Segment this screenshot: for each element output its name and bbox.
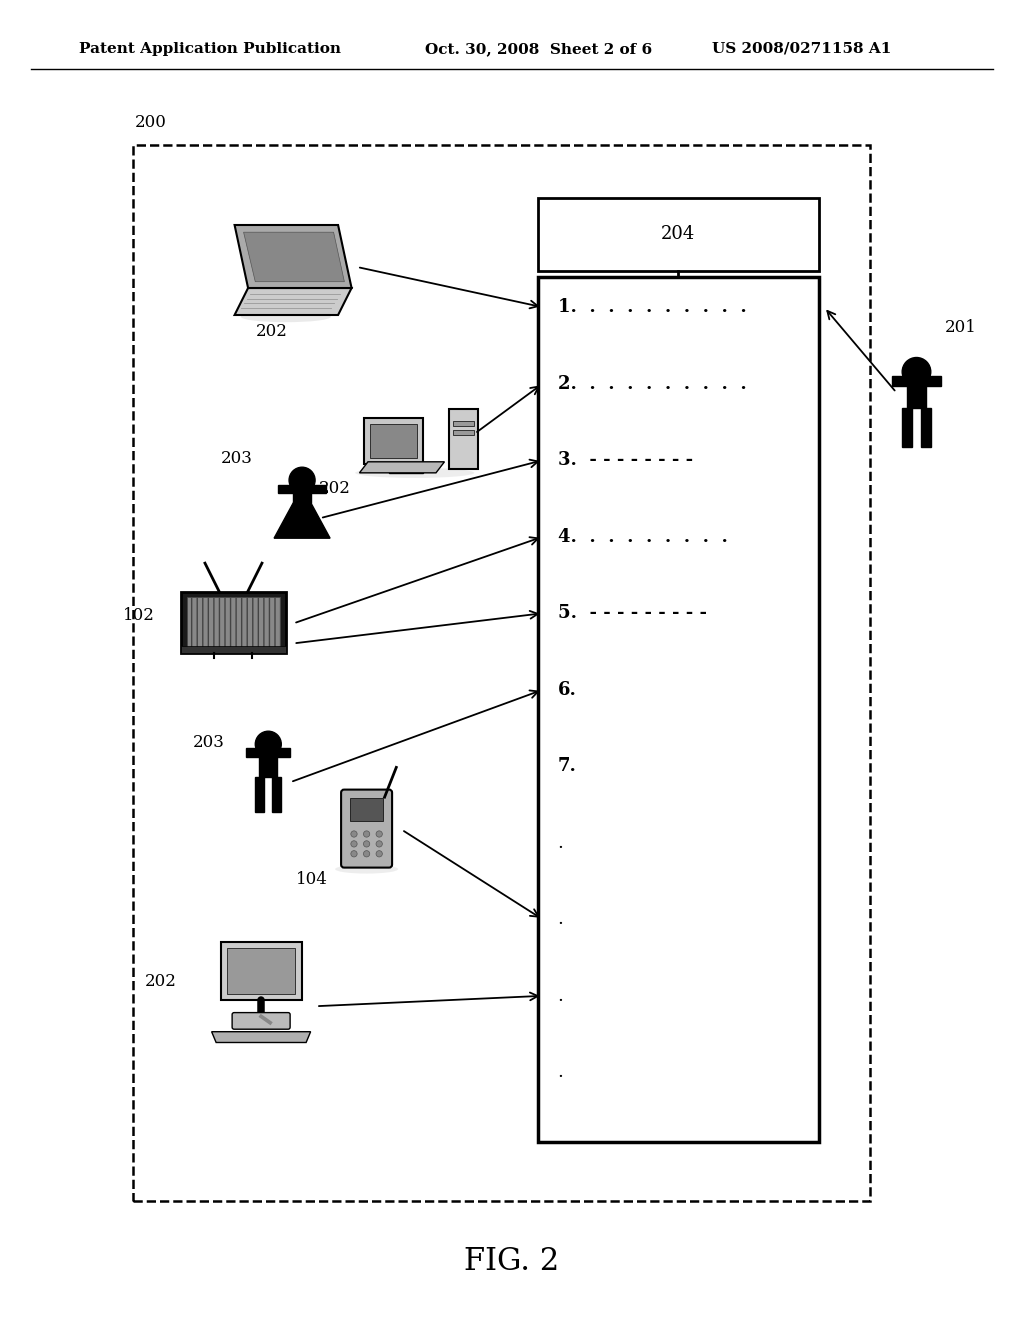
Text: 203: 203 bbox=[221, 450, 253, 467]
Circle shape bbox=[351, 830, 357, 837]
Circle shape bbox=[364, 850, 370, 857]
Text: 102: 102 bbox=[123, 607, 155, 624]
Bar bbox=[133, 145, 870, 1201]
Bar bbox=[181, 645, 286, 653]
FancyBboxPatch shape bbox=[232, 1012, 290, 1030]
Circle shape bbox=[376, 841, 382, 847]
Text: FIG. 2: FIG. 2 bbox=[464, 1246, 560, 1278]
Polygon shape bbox=[244, 232, 344, 281]
Bar bbox=[279, 486, 326, 494]
Bar bbox=[255, 777, 264, 812]
Bar bbox=[892, 376, 941, 385]
Bar bbox=[220, 941, 302, 1001]
Text: 202: 202 bbox=[318, 480, 350, 498]
Polygon shape bbox=[234, 288, 351, 315]
Text: 104: 104 bbox=[296, 871, 328, 888]
Bar bbox=[921, 408, 931, 446]
Bar bbox=[389, 465, 423, 473]
Bar bbox=[187, 598, 280, 648]
Circle shape bbox=[289, 467, 315, 494]
Text: 203: 203 bbox=[193, 734, 224, 751]
Circle shape bbox=[376, 830, 382, 837]
Text: .: . bbox=[558, 1064, 563, 1081]
Ellipse shape bbox=[355, 467, 474, 478]
Bar bbox=[538, 198, 819, 271]
Bar bbox=[293, 480, 311, 503]
Circle shape bbox=[364, 841, 370, 847]
Text: 3.  - - - - - - - -: 3. - - - - - - - - bbox=[558, 451, 692, 469]
Polygon shape bbox=[359, 462, 444, 473]
Text: 1.  .  .  .  .  .  .  .  .  .: 1. . . . . . . . . . bbox=[558, 298, 746, 317]
Text: 202: 202 bbox=[145, 973, 177, 990]
Bar bbox=[227, 948, 295, 994]
Bar bbox=[364, 417, 423, 465]
Text: .: . bbox=[558, 834, 563, 851]
Text: 204: 204 bbox=[662, 226, 695, 243]
Bar bbox=[259, 744, 278, 777]
FancyBboxPatch shape bbox=[341, 789, 392, 867]
Text: 7.: 7. bbox=[558, 758, 577, 775]
Bar bbox=[272, 777, 282, 812]
Polygon shape bbox=[212, 1032, 310, 1043]
Circle shape bbox=[376, 850, 382, 857]
Text: 6.: 6. bbox=[558, 681, 577, 698]
Text: 201: 201 bbox=[944, 319, 976, 337]
Ellipse shape bbox=[241, 312, 331, 322]
Bar bbox=[906, 372, 927, 408]
Ellipse shape bbox=[335, 865, 398, 874]
Text: 5.  - - - - - - - - -: 5. - - - - - - - - - bbox=[558, 605, 707, 622]
Text: Oct. 30, 2008  Sheet 2 of 6: Oct. 30, 2008 Sheet 2 of 6 bbox=[425, 42, 652, 55]
Bar bbox=[449, 409, 478, 469]
Circle shape bbox=[351, 850, 357, 857]
Bar bbox=[453, 421, 474, 426]
Bar bbox=[902, 408, 912, 446]
Bar bbox=[181, 591, 286, 653]
Bar bbox=[538, 277, 819, 1142]
Circle shape bbox=[902, 358, 931, 385]
Text: 200: 200 bbox=[135, 115, 167, 131]
Bar bbox=[247, 748, 290, 758]
Bar bbox=[350, 799, 383, 821]
Text: .: . bbox=[558, 987, 563, 1005]
Circle shape bbox=[351, 841, 357, 847]
Text: .: . bbox=[558, 911, 563, 928]
Circle shape bbox=[364, 830, 370, 837]
Text: 202: 202 bbox=[256, 323, 288, 341]
Text: 2.  .  .  .  .  .  .  .  .  .: 2. . . . . . . . . . bbox=[558, 375, 746, 393]
Bar bbox=[370, 424, 417, 458]
Polygon shape bbox=[234, 224, 351, 288]
Circle shape bbox=[255, 731, 282, 758]
Bar bbox=[453, 429, 474, 434]
Text: US 2008/0271158 A1: US 2008/0271158 A1 bbox=[712, 42, 891, 55]
Text: Patent Application Publication: Patent Application Publication bbox=[79, 42, 341, 55]
Text: 4.  .  .  .  .  .  .  .  .: 4. . . . . . . . . bbox=[558, 528, 727, 545]
Polygon shape bbox=[274, 503, 330, 539]
